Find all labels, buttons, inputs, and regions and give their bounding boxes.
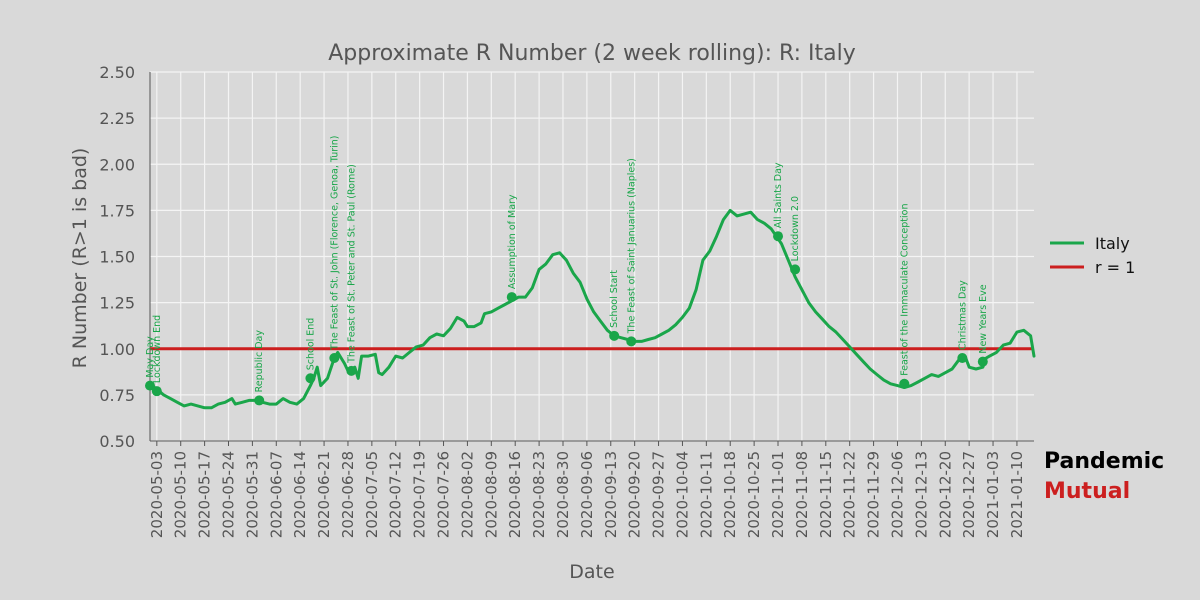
x-tick-label: 2020-12-27 [960,451,978,538]
event-label: The Feast of Saint Januarius (Naples) [626,158,637,334]
x-tick-label: 2020-06-28 [339,451,357,538]
event-label: The Feast of St. John (Florence, Genoa, … [329,135,340,351]
y-tick-label: 2.50 [99,63,135,82]
series-line-italy [148,208,1036,410]
legend: Italy r = 1 [1050,234,1135,277]
event-label: Lockdown End [152,315,163,383]
event-label: May Day [145,336,156,378]
x-tick-label: 2020-10-11 [697,451,715,538]
x-tick-label: 2020-06-21 [315,451,333,538]
legend-label-italy: Italy [1095,234,1130,253]
legend-label-r-equals-1: r = 1 [1095,258,1135,277]
x-tick-label: 2020-10-18 [721,451,739,538]
y-tick-label: 2.25 [99,109,135,128]
event-label: All Saints Day [773,162,784,228]
event-label: New Years Eve [978,284,989,353]
x-tick-label: 2020-05-24 [220,451,238,538]
x-tick-label: 2020-06-07 [267,451,285,538]
x-tick-label: 2020-08-16 [506,451,524,538]
event-label: Republic Day [254,330,265,393]
x-tick-label: 2020-07-12 [387,451,405,538]
event-marker [957,352,968,363]
event-marker [254,395,265,406]
x-tick-label: 2020-11-01 [769,451,787,538]
x-tick-label: 2020-05-17 [196,451,214,538]
event-marker [977,356,988,367]
x-tick-label: 2020-10-25 [745,451,763,538]
x-tick-label: 2020-09-27 [650,451,668,538]
event-label: Feast of the Immaculate Conception [899,204,910,376]
event-label: Lockdown 2.0 [790,196,801,261]
y-tick-label: 1.75 [99,201,135,220]
y-tick-label: 1.50 [99,248,135,267]
grid [150,71,1034,442]
x-tick-label: 2020-06-14 [291,451,309,538]
x-tick-label: 2020-05-03 [148,451,166,538]
x-tick-label: 2020-12-06 [888,451,906,538]
event-label: School End [305,318,316,371]
event-marker [899,378,910,389]
x-tick-label: 2020-07-05 [363,451,381,538]
event-marker [151,386,162,397]
y-tick-label: 0.75 [99,386,135,405]
x-tick-label: 2020-11-15 [817,451,835,538]
x-tick-label: 2020-07-26 [435,451,453,538]
event-marker [329,352,340,363]
x-tick-label: 2020-08-02 [458,451,476,538]
event-marker [773,231,784,242]
x-tick-label: 2020-09-20 [626,451,644,538]
axes: 0.50 0.75 1.00 1.25 1.50 1.75 2.00 2.25 2.50 2020… [99,63,1034,538]
x-tick-label: 2020-11-08 [793,451,811,538]
y-tick-label: 2.00 [99,155,135,174]
event-marker [790,264,801,275]
x-axis-label: Date [569,561,614,583]
x-tick-label: 2020-08-23 [530,451,548,538]
event-marker [145,380,155,391]
event-marker [305,373,316,384]
x-tick-label: 2021-01-10 [1008,451,1026,538]
x-tick-label: 2020-12-13 [912,451,930,538]
x-tick-label: 2020-08-30 [554,451,572,538]
brand-line-2: Mutual [1044,479,1131,504]
event-label: The Feast of St. Peter and St. Paul (Rom… [346,164,357,364]
event-label: Christmas Day [957,280,968,350]
y-tick-label: 0.50 [99,432,135,451]
x-tick-label: 2020-10-04 [673,451,691,538]
x-tick-label: 2020-05-10 [172,451,190,538]
x-tick-label: 2020-11-29 [865,451,883,538]
series-layer [148,208,1036,410]
brand-line-1: Pandemic [1044,449,1165,474]
x-tick-label: 2020-09-13 [602,451,620,538]
x-tick-label: 2020-11-22 [841,451,859,538]
x-tick-label: 2020-07-19 [411,451,429,538]
x-tick-label: 2021-01-03 [984,451,1002,538]
x-tick-label: 2020-08-09 [482,451,500,538]
event-marker [626,336,637,347]
event-label: Assumption of Mary [507,194,518,289]
x-tick-label: 2020-05-31 [243,451,261,538]
event-marker [346,365,357,376]
y-axis-label: R Number (R>1 is bad) [69,148,91,369]
y-tick-label: 1.25 [99,294,135,313]
x-tick-label: 2020-09-06 [578,451,596,538]
y-tick-label: 1.00 [99,340,135,359]
event-label: School Start [609,270,620,328]
event-marker [506,292,517,303]
x-tick-label: 2020-12-20 [936,451,954,538]
event-marker [609,330,620,341]
chart-title: Approximate R Number (2 week rolling): R… [328,41,856,66]
